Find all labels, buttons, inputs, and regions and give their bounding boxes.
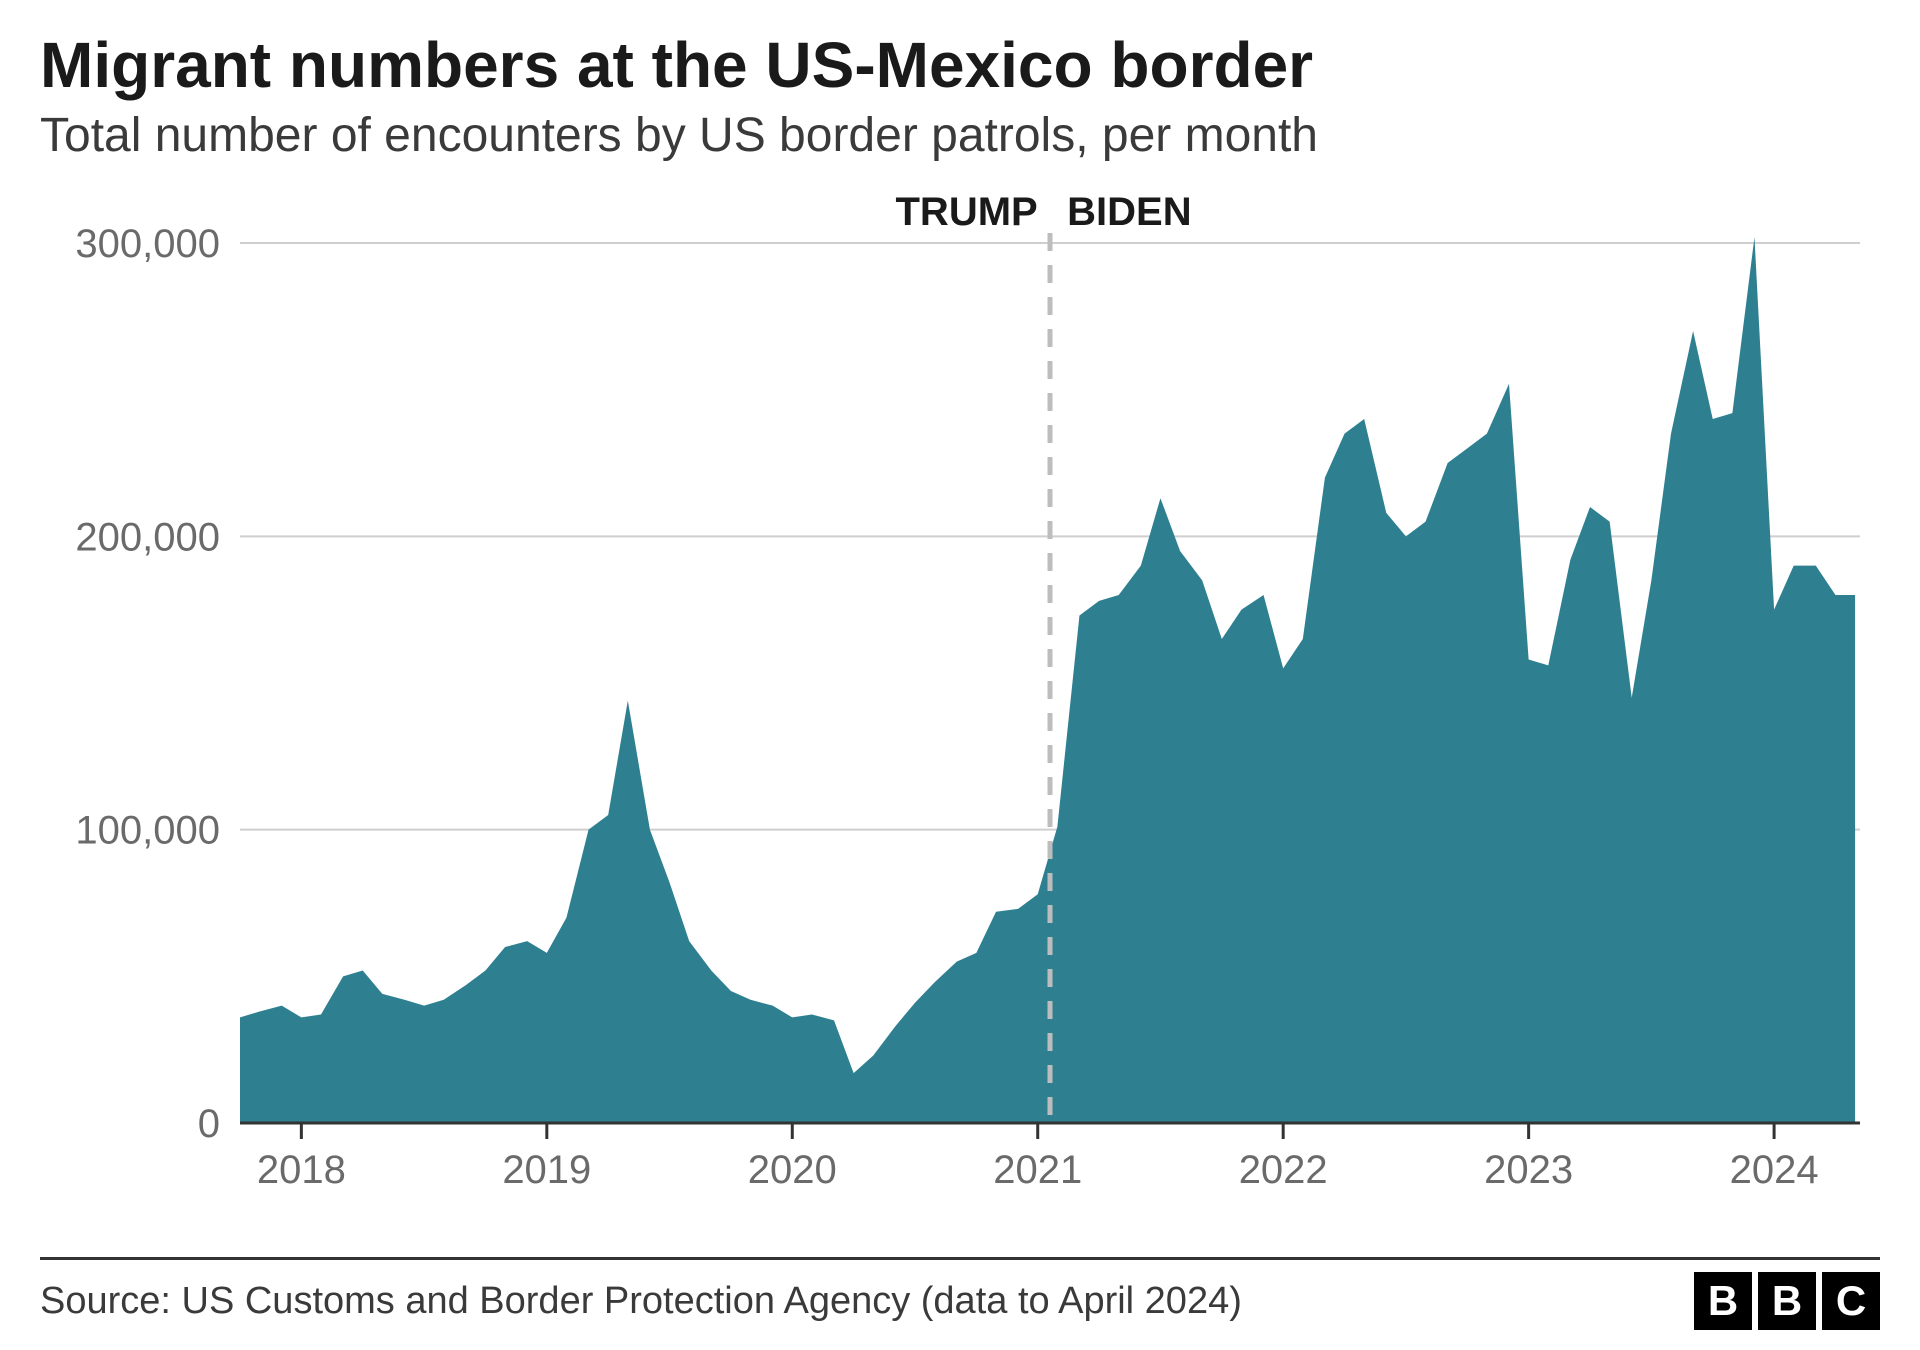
footer: Source: US Customs and Border Protection… [40,1257,1880,1330]
svg-text:BIDEN: BIDEN [1067,190,1191,234]
bbc-logo: BBC [1694,1272,1880,1330]
source-text: Source: US Customs and Border Protection… [40,1280,1242,1323]
bbc-letter: C [1822,1272,1880,1330]
bbc-letter: B [1694,1272,1752,1330]
area-chart-svg: 0 100,000 200,000 300,000 TRUMP BIDEN 2018 2019… [40,183,1880,1203]
chart-area: 0 100,000 200,000 300,000 TRUMP BIDEN 2018 2019… [40,183,1880,1203]
chart-title: Migrant numbers at the US-Mexico border [40,30,1880,100]
svg-text:200,000: 200,000 [75,516,220,560]
svg-text:0: 0 [198,1102,220,1146]
svg-text:2021: 2021 [993,1148,1082,1192]
svg-text:2022: 2022 [1239,1148,1328,1192]
svg-text:100,000: 100,000 [75,809,220,853]
svg-text:300,000: 300,000 [75,222,220,266]
svg-text:2018: 2018 [257,1148,346,1192]
svg-text:2019: 2019 [502,1148,591,1192]
bbc-letter: B [1758,1272,1816,1330]
svg-text:2024: 2024 [1730,1148,1819,1192]
svg-text:2023: 2023 [1484,1148,1573,1192]
chart-subtitle: Total number of encounters by US border … [40,108,1880,163]
svg-text:2020: 2020 [748,1148,837,1192]
svg-text:TRUMP: TRUMP [896,190,1038,234]
